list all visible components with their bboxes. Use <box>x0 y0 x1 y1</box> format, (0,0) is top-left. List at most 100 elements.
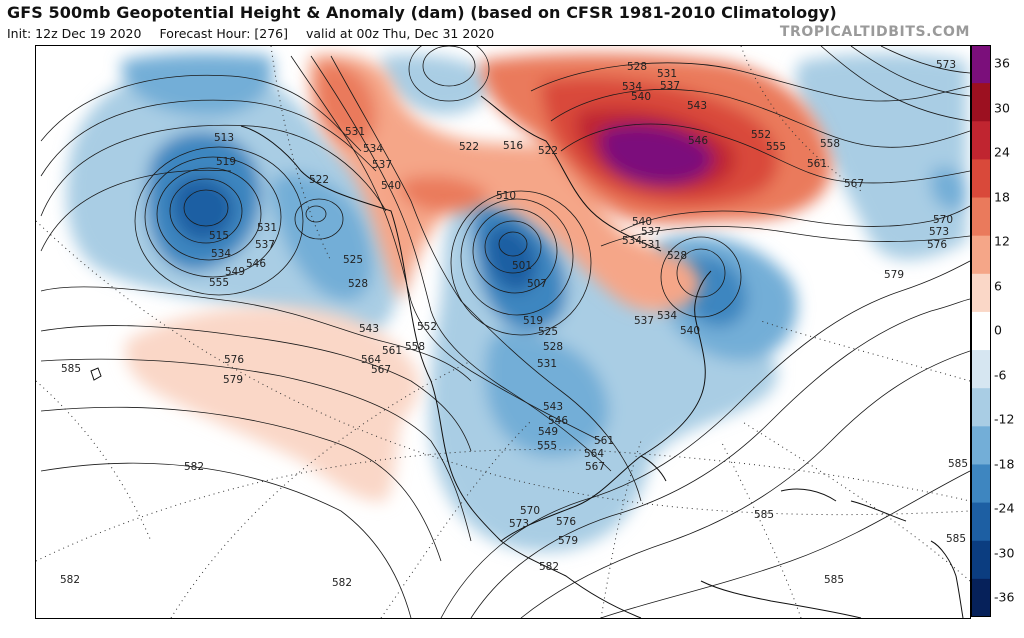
colorbar-swatch <box>971 197 991 237</box>
forecast-hour: Forecast Hour: [276] <box>159 26 289 41</box>
contour-label: 519 <box>216 156 236 168</box>
contour-label: 537 <box>634 315 654 327</box>
negative-anomaly-arctic <box>121 52 273 116</box>
contour-label: 537 <box>372 159 392 171</box>
contour-label: 513 <box>214 132 234 144</box>
contour-label: 552 <box>417 321 437 333</box>
colorbar-swatch <box>971 235 991 275</box>
contour-label: 537 <box>641 226 661 238</box>
contour-label: 540 <box>632 216 652 228</box>
colorbar-tick-label: 36 <box>994 55 1010 71</box>
colorbar-tick-label: -12 <box>994 411 1015 427</box>
contour-label: 585 <box>946 533 966 545</box>
contour-label: 579 <box>884 269 904 281</box>
valid-time: valid at 00z Thu, Dec 31 2020 <box>306 26 495 41</box>
colorbar-tick-label: 30 <box>994 100 1010 115</box>
positive-anomaly-max <box>599 123 713 186</box>
contour-label: 507 <box>527 278 547 290</box>
negative-anomaly-north <box>381 54 491 115</box>
contour-label: 522 <box>538 145 558 157</box>
negative-anomaly-atlantic <box>795 53 967 260</box>
contour-label: 546 <box>688 135 708 147</box>
colorbar-svg <box>971 45 991 617</box>
contour-label: 570 <box>520 505 540 517</box>
contour-label: 543 <box>687 100 707 112</box>
contour-label: 543 <box>543 401 563 413</box>
colorbar-swatch <box>971 311 991 351</box>
map-title: GFS 500mb Geopotential Height & Anomaly … <box>7 3 837 22</box>
contour-label: 585 <box>948 458 968 470</box>
colorbar-swatch <box>971 350 991 389</box>
contour-label: 534 <box>622 81 642 93</box>
colorbar-swatch <box>971 83 991 122</box>
colorbar-swatch <box>971 45 991 84</box>
height-contours <box>40 46 970 618</box>
contour-label: 552 <box>751 129 771 141</box>
contour-label: 579 <box>223 374 243 386</box>
contour-label: 582 <box>539 561 559 573</box>
contour-label: 531 <box>257 222 277 234</box>
colorbar-tick-label: 6 <box>994 278 1002 293</box>
contour-label: 531 <box>641 239 661 251</box>
contour-label: 528 <box>627 61 647 73</box>
contour-label: 534 <box>211 248 231 260</box>
colorbar-swatch <box>971 426 991 465</box>
contour-label: 546 <box>246 258 266 270</box>
contour-label: 570 <box>933 214 953 226</box>
contour-label: 537 <box>255 239 275 251</box>
contour-label: 534 <box>622 235 642 247</box>
contour-label: 540 <box>631 91 651 103</box>
contour-label: 582 <box>332 577 352 589</box>
contour-label: 561 <box>807 158 827 170</box>
colorbar-swatch <box>971 159 991 199</box>
contour-label: 561 <box>382 345 402 357</box>
colorbar-swatch <box>971 502 991 542</box>
contour-label: 576 <box>224 354 244 366</box>
contour-label: 564 <box>361 354 381 366</box>
brand-watermark: TROPICALTIDBITS.COM <box>779 24 970 40</box>
contour-label: 531 <box>537 358 557 370</box>
contour-label: 531 <box>657 68 677 80</box>
contour-label: 555 <box>537 440 557 452</box>
colorbar-tick-label: -18 <box>994 456 1015 471</box>
contour-labels: 5135195155345495555315375465225255285435… <box>60 59 968 589</box>
contour-label: 540 <box>680 325 700 337</box>
contour-label: 567 <box>844 178 864 190</box>
contour-label: 582 <box>184 461 204 473</box>
coastlines <box>90 95 964 618</box>
map-canvas: 5135195155345495555315375465225255285435… <box>36 46 970 618</box>
map-panel: 513 519 515 534 549 555 531 537 546 522 525 528 543 5… <box>35 45 971 619</box>
contour-label: 555 <box>766 141 786 153</box>
contour-label: 534 <box>363 143 383 155</box>
contour-label: 537 <box>660 80 680 92</box>
contour-label: 573 <box>929 226 949 238</box>
colorbar-tick-label: -24 <box>994 500 1015 516</box>
contour-label: 540 <box>381 180 401 192</box>
colorbar <box>971 45 991 617</box>
anomaly-shading <box>66 52 967 552</box>
positive-anomaly-canada <box>309 54 701 312</box>
contour-label: 573 <box>936 59 956 71</box>
colorbar-swatch <box>971 540 991 580</box>
colorbar-tick-label: 12 <box>994 233 1010 249</box>
contour-label: 558 <box>820 138 840 150</box>
contour-label: 516 <box>503 140 523 152</box>
contour-label: 576 <box>927 239 947 251</box>
colorbar-tick-label: 18 <box>994 189 1010 204</box>
contour-label: 567 <box>371 364 391 376</box>
colorbar-swatch <box>971 464 991 504</box>
contour-label: 528 <box>348 278 368 290</box>
contour-label: 525 <box>343 254 363 266</box>
contour-label: 515 <box>209 230 229 242</box>
colorbar-labels: 36 30 24 18 12 6 0 -6 -12 -18 -24 -30 -36 <box>994 45 1024 617</box>
contour-label: 573 <box>509 518 529 530</box>
contour-label: 519 <box>523 315 543 327</box>
colorbar-swatch <box>971 121 991 160</box>
colorbar-swatch <box>971 578 991 617</box>
graticule <box>36 46 970 618</box>
colorbar-swatch <box>971 273 991 313</box>
colorbar-tick-label: -6 <box>994 367 1007 382</box>
contour-label: 522 <box>459 141 479 153</box>
contour-label: 561 <box>594 435 614 447</box>
contour-label: 564 <box>584 448 604 460</box>
